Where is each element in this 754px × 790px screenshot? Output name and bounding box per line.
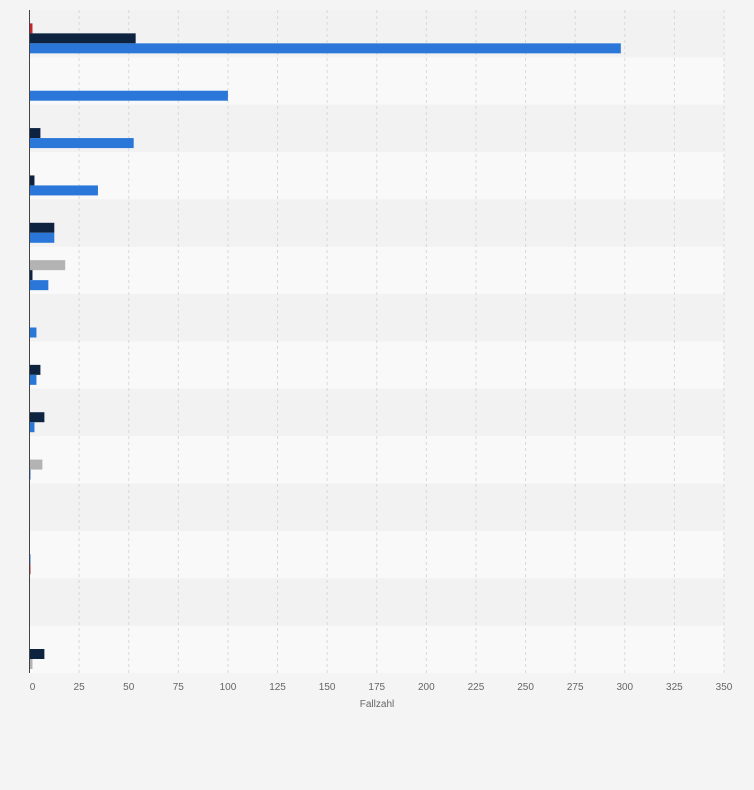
bar — [29, 659, 33, 669]
x-tick-label: 225 — [468, 682, 485, 693]
bar — [29, 412, 45, 423]
bar — [29, 185, 98, 196]
x-tick-label: 100 — [220, 682, 237, 693]
x-tick-label: 200 — [418, 682, 435, 693]
bar — [29, 138, 134, 149]
bar — [29, 364, 41, 375]
x-axis-title: Fallzahl — [360, 699, 394, 710]
bar — [29, 90, 228, 101]
x-tick-labels: 0 25 50 75 100 125 150 175 200 225 250 275 300 325 350 — [30, 682, 733, 693]
bar — [29, 270, 33, 281]
x-tick-label: 350 — [716, 682, 733, 693]
bar — [29, 175, 35, 186]
bar — [29, 232, 55, 243]
x-tick-label: 25 — [74, 682, 86, 693]
bar — [29, 222, 55, 233]
bar — [29, 649, 45, 659]
bar — [29, 260, 66, 271]
bar — [29, 422, 35, 433]
bar — [29, 23, 33, 34]
gridlines — [78, 10, 725, 673]
x-tick-label: 250 — [517, 682, 534, 693]
x-tick-label: 125 — [269, 682, 286, 693]
bars — [29, 23, 621, 669]
x-tick-label: 0 — [30, 682, 36, 693]
x-tick-label: 175 — [368, 682, 385, 693]
x-tick-label: 150 — [319, 682, 336, 693]
x-tick-label: 275 — [567, 682, 584, 693]
bar — [29, 128, 41, 139]
x-tick-label: 300 — [616, 682, 633, 693]
bar — [29, 374, 37, 385]
bar — [29, 459, 43, 470]
bar — [29, 327, 37, 338]
bar — [29, 43, 621, 54]
x-tick-label: 75 — [173, 682, 185, 693]
bar — [29, 280, 49, 291]
x-tick-label: 325 — [666, 682, 683, 693]
x-tick-label: 50 — [123, 682, 135, 693]
bar — [29, 33, 136, 44]
